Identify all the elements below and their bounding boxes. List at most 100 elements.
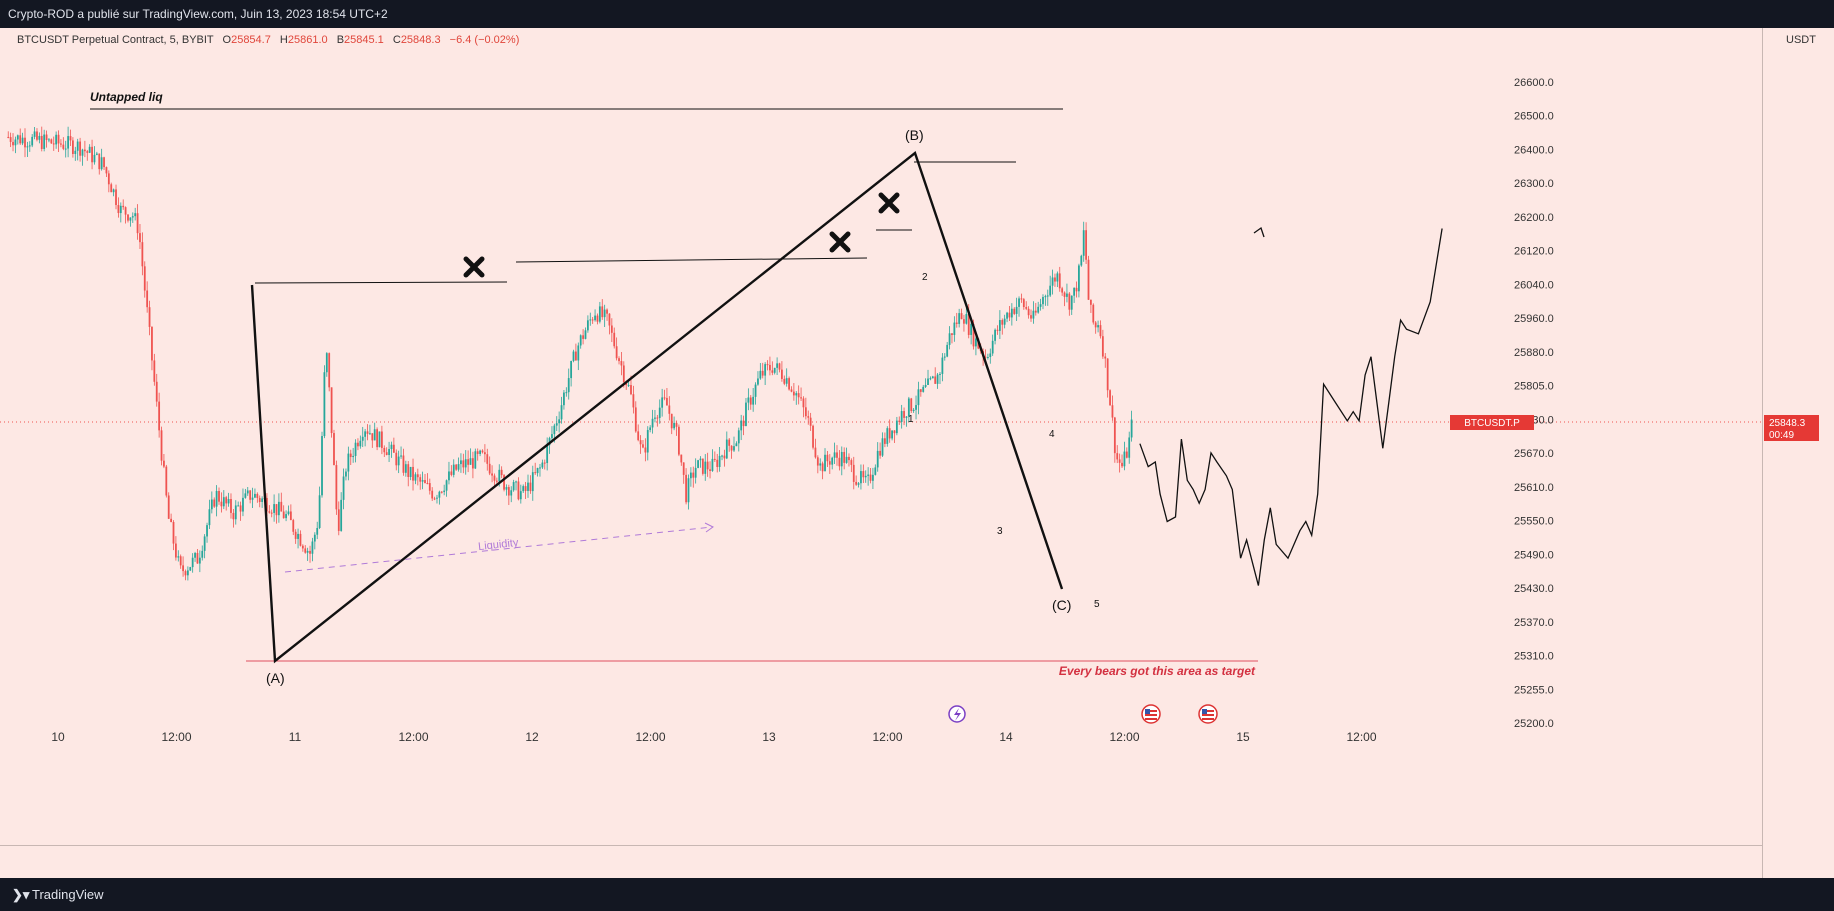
price-tick-label: 25670.0 <box>1514 448 1554 460</box>
candle-body <box>759 370 762 379</box>
candle-body <box>716 459 719 468</box>
cross-icon <box>829 231 851 253</box>
tradingview-logo-icon[interactable]: ❯▾ <box>12 887 30 902</box>
candle-body <box>297 533 299 539</box>
candle-body <box>294 531 297 539</box>
candle-body <box>369 433 371 435</box>
candle-body <box>500 469 503 476</box>
candle-body <box>749 397 752 405</box>
candle-body <box>251 497 254 500</box>
candle-body <box>115 189 117 206</box>
price-tick-label: 25805.0 <box>1514 381 1554 393</box>
price-axis[interactable]: 26600.0 26500.0 26400.0 26300.0 26200.0 26120… <box>1514 77 1554 730</box>
candle-body <box>392 444 395 453</box>
candle-body <box>136 213 139 234</box>
candle-body <box>699 458 702 461</box>
candle-body <box>785 378 788 384</box>
candle-body <box>33 131 36 137</box>
candle-body <box>179 556 182 566</box>
time-tick-label: 13 <box>762 730 776 744</box>
candle-body <box>1087 259 1090 300</box>
candle-body <box>792 391 795 396</box>
candle-body <box>1044 296 1047 298</box>
candle-body <box>472 458 474 469</box>
candle-body <box>706 461 709 470</box>
candle-body <box>876 450 879 468</box>
candle-body <box>840 451 843 467</box>
high-value: 25861.0 <box>287 34 328 46</box>
candle-body <box>687 478 690 503</box>
candle-body <box>589 319 592 321</box>
candle-body <box>843 451 846 463</box>
open-label: O <box>222 34 232 46</box>
candle-body <box>222 497 225 507</box>
candle-body <box>874 467 877 475</box>
candle-body <box>989 353 992 358</box>
candle-body <box>151 326 153 361</box>
price-tick-label: 25310.0 <box>1514 651 1554 663</box>
candle-body <box>975 338 977 347</box>
us-flag-icon[interactable] <box>1198 704 1218 724</box>
candle-body <box>268 511 271 513</box>
candle-body <box>431 490 434 499</box>
candle-body <box>986 357 989 359</box>
close-value: 25848.3 <box>400 34 441 46</box>
candle-body <box>666 397 668 406</box>
candle-body <box>943 356 946 358</box>
time-axis[interactable]: 10 12:00 11 12:00 12 12:00 13 12:00 14 12:00 15 12:… <box>51 730 1377 744</box>
candle-body <box>692 472 695 478</box>
candle-body <box>654 417 656 419</box>
candle-body <box>1013 308 1016 314</box>
candle-body <box>579 335 582 346</box>
candle-body <box>436 497 438 499</box>
candle-body <box>912 409 915 411</box>
candle-body <box>555 423 558 426</box>
us-flag-icon[interactable] <box>1141 704 1161 724</box>
subwave-4-label: 4 <box>1049 429 1055 440</box>
candle-body <box>88 146 91 153</box>
candle-body <box>129 217 132 221</box>
candle-body <box>45 134 48 140</box>
candle-body <box>443 490 446 492</box>
candle-body <box>304 548 307 553</box>
time-tick-label: 10 <box>51 730 65 744</box>
candle-body <box>634 407 637 432</box>
candle-body <box>122 205 125 208</box>
price-tick-label: 25430.0 <box>1514 583 1554 595</box>
candle-body <box>249 490 252 500</box>
candle-body <box>1063 292 1066 297</box>
candle-body <box>560 405 563 420</box>
footer-brand[interactable]: TradingView <box>32 887 104 902</box>
candle-body <box>323 372 326 437</box>
candle-body <box>1003 318 1006 325</box>
price-tick-label: 26400.0 <box>1514 144 1554 156</box>
candle-body <box>1104 356 1107 359</box>
candle-body <box>728 439 731 446</box>
candle-body <box>421 480 424 482</box>
candle-body <box>124 207 127 215</box>
candle-body <box>924 384 927 387</box>
candle-body <box>922 386 925 392</box>
candle-body <box>474 451 477 469</box>
candle-body <box>1018 298 1020 307</box>
candle-body <box>1094 322 1097 328</box>
candle-body <box>558 419 561 424</box>
candle-body <box>929 378 932 380</box>
candle-body <box>208 509 211 526</box>
candle-body <box>184 571 187 576</box>
candle-body <box>481 450 484 453</box>
candle-body <box>1022 299 1025 308</box>
chart-area[interactable] <box>0 28 1834 878</box>
price-tick-label: 25960.0 <box>1514 313 1554 325</box>
candle-body <box>38 135 41 140</box>
candle-body <box>682 462 685 475</box>
candle-body <box>76 141 79 151</box>
candle-body <box>1066 293 1068 297</box>
candle-body <box>802 398 805 408</box>
candle-body <box>910 398 913 411</box>
event-icon[interactable] <box>948 705 966 723</box>
candle-body <box>378 431 381 448</box>
candle-body <box>1051 277 1054 286</box>
candle-body <box>107 173 110 185</box>
